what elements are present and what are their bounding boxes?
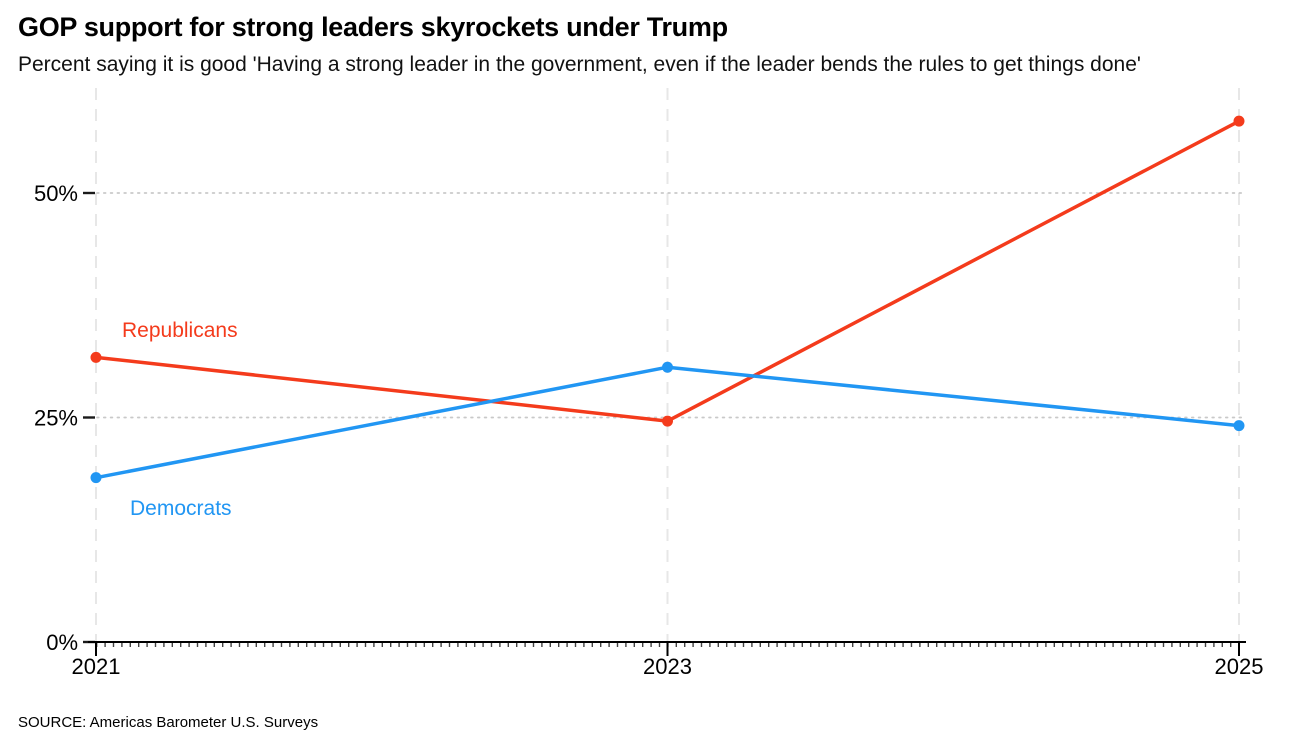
data-point-democrats [662,361,673,373]
chart-subtitle: Percent saying it is good 'Having a stro… [18,53,1141,76]
data-point-republicans [662,415,673,427]
data-point-republicans [1233,115,1245,127]
y-tick-label: 25% [34,406,78,431]
series-line-republicans [94,119,1241,423]
x-tick-label: 2025 [1215,654,1264,679]
source-note: SOURCE: Americas Barometer U.S. Surveys [18,714,319,731]
series-label-democrats: Democrats [130,497,232,520]
data-point-democrats [1233,420,1245,432]
data-point-republicans [90,351,102,363]
series-label-republicans: Republicans [122,319,238,342]
chart-header: GOP support for strong leaders skyrocket… [18,12,1278,77]
x-tick-label: 2023 [643,654,692,679]
x-tick-label: 2021 [72,654,121,679]
data-point-democrats [90,472,102,484]
y-tick-label: 0% [46,630,78,655]
chart-title: GOP support for strong leaders skyrocket… [18,12,728,42]
y-tick-label: 50% [34,181,78,206]
